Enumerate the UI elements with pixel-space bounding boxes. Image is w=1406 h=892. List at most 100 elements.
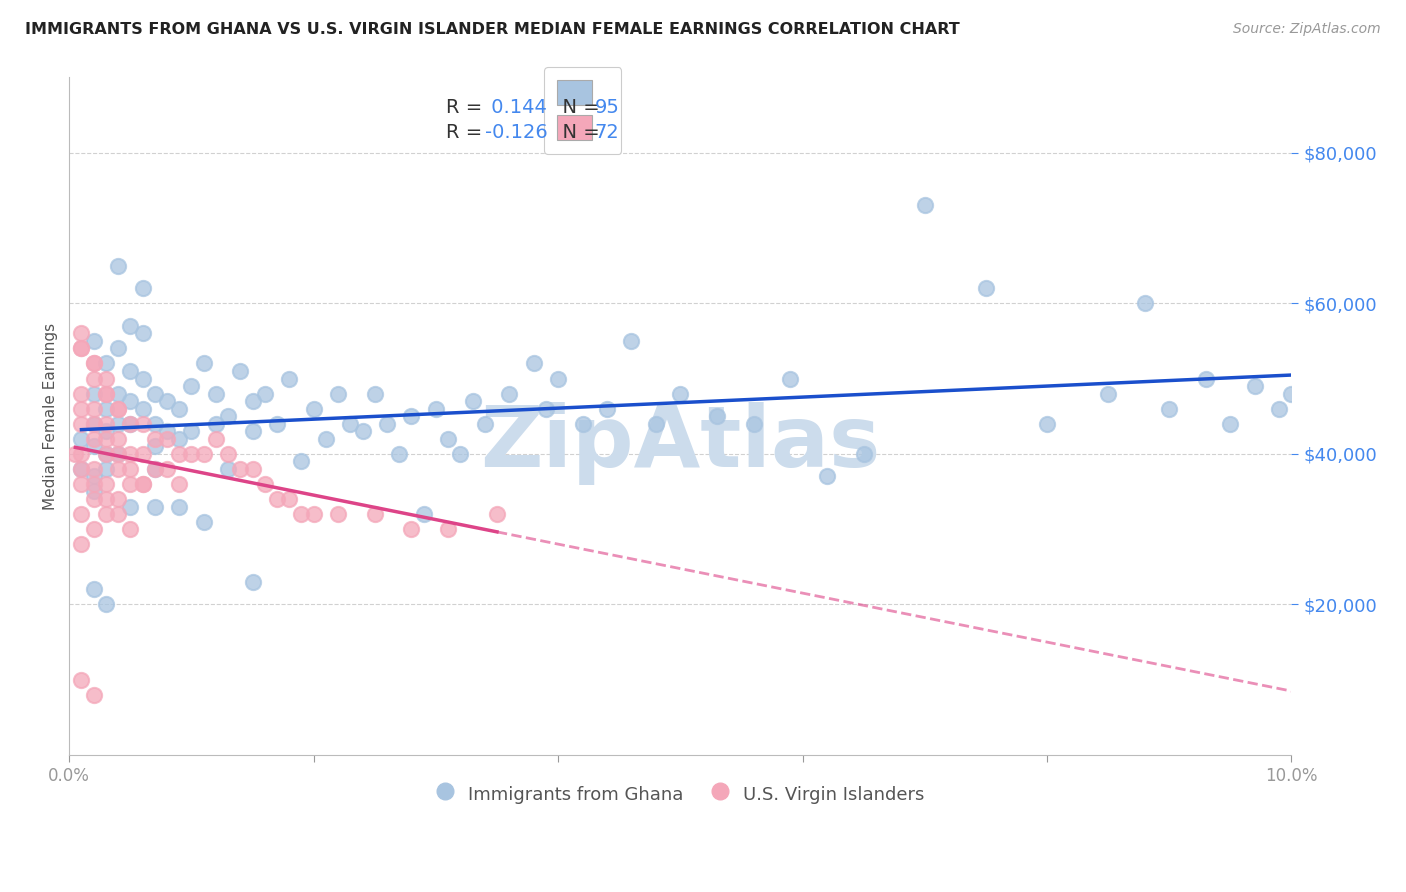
Point <box>167 401 190 416</box>
Point <box>193 447 215 461</box>
Point <box>364 386 387 401</box>
Point <box>193 515 215 529</box>
Point <box>205 417 228 431</box>
Point <box>107 447 129 461</box>
Point <box>70 462 93 476</box>
Point <box>596 401 619 416</box>
Point <box>449 447 471 461</box>
Point <box>326 507 349 521</box>
Point <box>193 356 215 370</box>
Point <box>83 356 105 370</box>
Point <box>217 462 239 476</box>
Point <box>70 401 93 416</box>
Point <box>83 417 105 431</box>
Point <box>120 447 142 461</box>
Point <box>571 417 593 431</box>
Point <box>156 394 179 409</box>
Point <box>94 386 117 401</box>
Point <box>242 424 264 438</box>
Point <box>70 326 93 341</box>
Point <box>401 409 423 424</box>
Point <box>485 507 508 521</box>
Point <box>83 334 105 348</box>
Point <box>266 491 288 506</box>
Point <box>217 409 239 424</box>
Point <box>120 417 142 431</box>
Point <box>815 469 838 483</box>
Point <box>1219 417 1241 431</box>
Point <box>302 507 325 521</box>
Point <box>302 401 325 416</box>
Point <box>1133 296 1156 310</box>
Point <box>143 500 166 514</box>
Point <box>143 417 166 431</box>
Point <box>107 386 129 401</box>
Point <box>278 491 301 506</box>
Point <box>131 326 153 341</box>
Point <box>620 334 643 348</box>
Point <box>412 507 434 521</box>
Point <box>94 424 117 438</box>
Point <box>229 462 252 476</box>
Point <box>425 401 447 416</box>
Point <box>779 371 801 385</box>
Point <box>107 432 129 446</box>
Point <box>401 522 423 536</box>
Point <box>107 462 129 476</box>
Point <box>1159 401 1181 416</box>
Point <box>94 386 117 401</box>
Point <box>229 364 252 378</box>
Point <box>974 281 997 295</box>
Text: R =: R = <box>446 98 488 118</box>
Point <box>205 432 228 446</box>
Point <box>143 386 166 401</box>
Point <box>315 432 337 446</box>
Point <box>131 371 153 385</box>
Point <box>242 574 264 589</box>
Point <box>669 386 692 401</box>
Point <box>107 259 129 273</box>
Point <box>70 507 93 521</box>
Point <box>461 394 484 409</box>
Point <box>83 439 105 453</box>
Point <box>65 447 87 461</box>
Point <box>339 417 361 431</box>
Point <box>167 500 190 514</box>
Point <box>70 417 93 431</box>
Point <box>167 477 190 491</box>
Point <box>156 462 179 476</box>
Point <box>120 318 142 333</box>
Text: R =: R = <box>446 123 488 143</box>
Point <box>852 447 875 461</box>
Point <box>474 417 496 431</box>
Point <box>167 447 190 461</box>
Point <box>131 477 153 491</box>
Point <box>83 522 105 536</box>
Point <box>120 522 142 536</box>
Point <box>364 507 387 521</box>
Point <box>205 386 228 401</box>
Point <box>914 198 936 212</box>
Point <box>83 371 105 385</box>
Point <box>94 447 117 461</box>
Point <box>70 673 93 687</box>
Point <box>94 417 117 431</box>
Point <box>120 417 142 431</box>
Point <box>156 432 179 446</box>
Point <box>143 462 166 476</box>
Point <box>1195 371 1218 385</box>
Point <box>94 477 117 491</box>
Point <box>498 386 520 401</box>
Point <box>180 424 202 438</box>
Point <box>83 582 105 597</box>
Point <box>388 447 411 461</box>
Point <box>120 500 142 514</box>
Point <box>70 477 93 491</box>
Point <box>70 447 93 461</box>
Point <box>352 424 374 438</box>
Text: 95: 95 <box>595 98 620 118</box>
Point <box>217 447 239 461</box>
Point <box>107 342 129 356</box>
Point <box>83 432 105 446</box>
Point <box>83 491 105 506</box>
